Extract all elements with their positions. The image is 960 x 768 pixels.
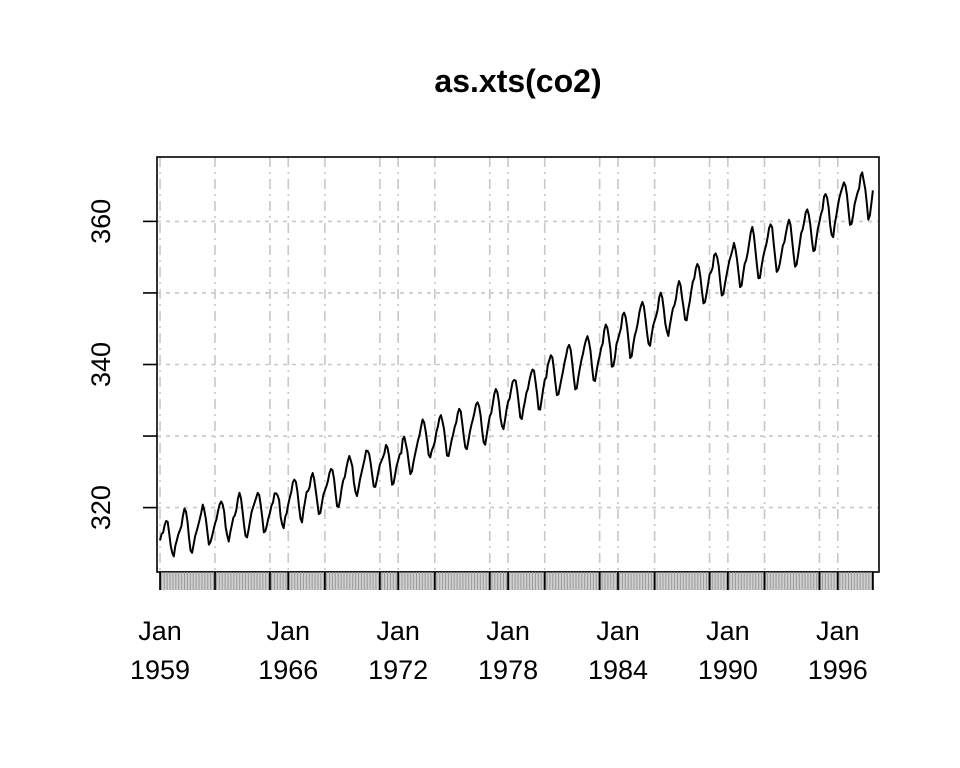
x-tick-label-month: Jan — [486, 616, 530, 646]
x-tick-label-month: Jan — [816, 616, 860, 646]
x-tick-label-year: 1959 — [130, 655, 190, 685]
x-tick-label-month: Jan — [596, 616, 640, 646]
x-tick-label-year: 1966 — [258, 655, 318, 685]
axes: 320 340 360 Jan 1959 Jan 1966 Jan 1972 Jan 1978 Jan… — [86, 156, 880, 685]
grid-lines — [157, 157, 879, 572]
x-tick-label-month: Jan — [706, 616, 750, 646]
y-tick-label: 320 — [86, 485, 116, 530]
x-tick-label-month: Jan — [376, 616, 420, 646]
x-tick-label-year: 1984 — [588, 655, 648, 685]
y-tick-label: 360 — [86, 199, 116, 244]
x-tick-label-month: Jan — [138, 616, 182, 646]
x-tick-label-month: Jan — [266, 616, 310, 646]
x-tick-label-year: 1972 — [368, 655, 428, 685]
x-tick-label-year: 1990 — [698, 655, 758, 685]
co2-series-line — [159, 171, 874, 558]
x-tick-label-year: 1996 — [808, 655, 868, 685]
x-tick-label-year: 1978 — [478, 655, 538, 685]
chart-title: as.xts(co2) — [434, 63, 601, 99]
series-group — [159, 171, 874, 558]
y-tick-label: 340 — [86, 342, 116, 387]
